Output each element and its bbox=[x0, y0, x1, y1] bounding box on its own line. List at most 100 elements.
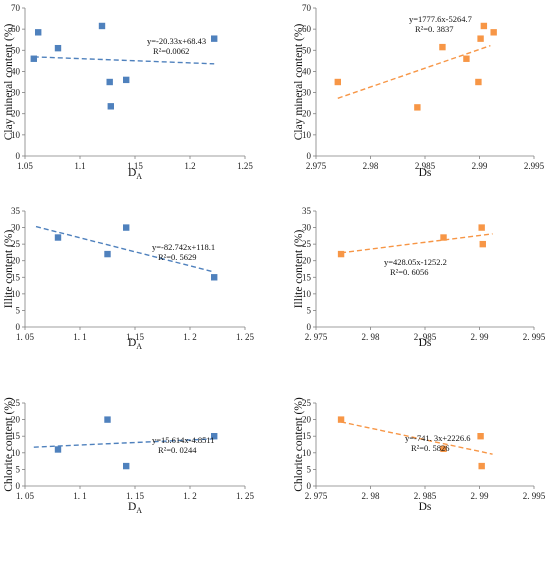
y-tick-label: 20 bbox=[11, 109, 21, 119]
data-point bbox=[104, 416, 111, 423]
y-tick-label: 25 bbox=[11, 398, 21, 408]
x-tick-label: 1.1 bbox=[74, 161, 85, 171]
data-point bbox=[211, 433, 218, 440]
panel-chlorite-vs-ds: 0 5 10 15 20 25 2. 975 2. 98 2. 985 2. 99 2. 995 y=… bbox=[293, 397, 546, 513]
x-tick-label: 2. 995 bbox=[523, 491, 546, 501]
x-tick-label: 1. 05 bbox=[16, 491, 35, 501]
y-tick-label: 5 bbox=[16, 464, 21, 474]
y-tick-label: 35 bbox=[11, 206, 21, 216]
regression-equation: y=428.05x-1252.2 bbox=[384, 257, 447, 267]
x-tick-label: 1.15 bbox=[127, 161, 143, 171]
data-point bbox=[414, 104, 421, 111]
x-tick-label: 2. 975 bbox=[305, 491, 328, 501]
x-tick-label: 1. 25 bbox=[236, 491, 255, 501]
y-tick-label: 25 bbox=[302, 239, 312, 249]
x-axis-label: Ds bbox=[419, 337, 432, 349]
x-tick-label: 2.98 bbox=[363, 161, 379, 171]
x-tick-label: 1.2 bbox=[184, 161, 195, 171]
trend-line bbox=[33, 438, 215, 448]
y-tick-label: 15 bbox=[11, 272, 21, 282]
y-tick-label: 70 bbox=[11, 3, 21, 13]
data-point bbox=[440, 234, 447, 241]
trend-line bbox=[35, 225, 215, 273]
data-point bbox=[123, 462, 130, 470]
data-point bbox=[490, 29, 497, 36]
y-tick-label: 35 bbox=[302, 206, 312, 216]
panel-illite-vs-da: 0 5 10 15 20 25 30 35 1. 05 1. 1 1. 15 1. 2 1. 25 y=-… bbox=[3, 206, 255, 351]
x-tick-label: 2. 985 bbox=[414, 332, 437, 342]
x-tick-label: 2. 98 bbox=[362, 332, 381, 342]
r-squared-label: R²=0. 5826 bbox=[411, 443, 450, 453]
y-tick-label: 15 bbox=[302, 272, 312, 282]
y-tick-label: 70 bbox=[302, 3, 312, 13]
x-tick-label: 2. 985 bbox=[414, 491, 437, 501]
x-tick-label: 1. 05 bbox=[16, 332, 35, 342]
y-tick-label: 10 bbox=[302, 130, 312, 140]
y-tick-label: 0 bbox=[307, 322, 312, 332]
data-point bbox=[54, 44, 62, 52]
y-tick-label: 0 bbox=[307, 151, 312, 161]
y-tick-label: 40 bbox=[11, 66, 21, 76]
x-tick-label: 1.05 bbox=[17, 161, 33, 171]
data-point bbox=[478, 224, 485, 231]
x-tick-label: 2.985 bbox=[415, 161, 436, 171]
trend-line bbox=[340, 421, 493, 455]
trend-line bbox=[33, 56, 215, 65]
y-tick-label: 10 bbox=[302, 289, 312, 299]
x-tick-label: 1. 2 bbox=[183, 332, 197, 342]
trend-line bbox=[337, 44, 491, 99]
data-point bbox=[439, 43, 446, 51]
y-tick-label: 30 bbox=[302, 88, 312, 98]
data-point bbox=[478, 462, 485, 470]
regression-equation: y=1777.6x-5264.7 bbox=[409, 14, 472, 24]
data-point bbox=[477, 35, 484, 42]
x-tick-label: 2. 98 bbox=[362, 491, 381, 501]
y-axis-label: Illite content (%) bbox=[293, 230, 305, 309]
r-squared-label: R²=0.0062 bbox=[153, 46, 189, 56]
y-axis-label: Illite content (%) bbox=[3, 230, 15, 309]
y-tick-label: 0 bbox=[16, 322, 21, 332]
panel-illite-vs-ds: 0 5 10 15 20 25 30 35 2. 975 2. 98 2. 985 2. 99 2. 9… bbox=[293, 206, 546, 349]
panel-chlorite-vs-da: 0 5 10 15 20 25 1. 05 1. 1 1. 15 1. 2 1. 25 y=15.61… bbox=[3, 397, 255, 515]
x-tick-label: 2. 99 bbox=[471, 332, 490, 342]
y-tick-label: 20 bbox=[302, 256, 312, 266]
x-axis-label: Ds bbox=[419, 167, 432, 179]
y-tick-label: 50 bbox=[302, 45, 312, 55]
panel-clay-vs-da: 0 10 20 30 40 50 60 70 1.05 1.1 1.15 1.2 1.25 y=-20.3… bbox=[3, 3, 253, 181]
x-tick-label: 1. 1 bbox=[73, 491, 87, 501]
y-tick-label: 40 bbox=[302, 66, 312, 76]
y-tick-label: 15 bbox=[11, 431, 21, 441]
y-tick-label: 10 bbox=[302, 448, 312, 458]
r-squared-label: R²=0. 5629 bbox=[158, 252, 197, 262]
panel-clay-vs-ds: 0 10 20 30 40 50 60 70 2.975 2.98 2.985 2.99 2.995 y=… bbox=[293, 3, 545, 179]
y-tick-label: 0 bbox=[16, 151, 21, 161]
y-axis-label: Chlorite content (%) bbox=[3, 397, 15, 492]
data-point bbox=[104, 250, 111, 258]
data-point bbox=[480, 22, 488, 30]
y-tick-label: 5 bbox=[16, 305, 21, 315]
y-tick-label: 30 bbox=[11, 88, 21, 98]
data-point bbox=[475, 78, 482, 86]
y-tick-label: 25 bbox=[11, 239, 21, 249]
data-point bbox=[107, 103, 114, 110]
x-tick-label: 2.975 bbox=[306, 161, 327, 171]
data-point bbox=[123, 224, 130, 231]
data-point bbox=[334, 78, 341, 86]
r-squared-label: R²=0. 3837 bbox=[415, 24, 454, 34]
x-tick-label: 2.99 bbox=[472, 161, 488, 171]
y-axis-label: Clay mineral content (%) bbox=[3, 24, 15, 141]
y-tick-label: 50 bbox=[11, 45, 21, 55]
x-tick-label: 1. 15 bbox=[126, 332, 145, 342]
y-tick-label: 10 bbox=[11, 448, 21, 458]
regression-equation: y=-82.742x+118.1 bbox=[152, 242, 215, 252]
y-tick-label: 60 bbox=[11, 24, 21, 34]
x-tick-label: 1. 2 bbox=[183, 491, 197, 501]
data-point bbox=[211, 274, 218, 281]
regression-equation: y=-20.33x+68.43 bbox=[147, 36, 206, 46]
y-tick-label: 20 bbox=[11, 415, 21, 425]
data-point bbox=[463, 55, 470, 62]
data-point bbox=[35, 29, 42, 36]
y-tick-label: 20 bbox=[11, 256, 21, 266]
y-tick-label: 15 bbox=[302, 431, 312, 441]
